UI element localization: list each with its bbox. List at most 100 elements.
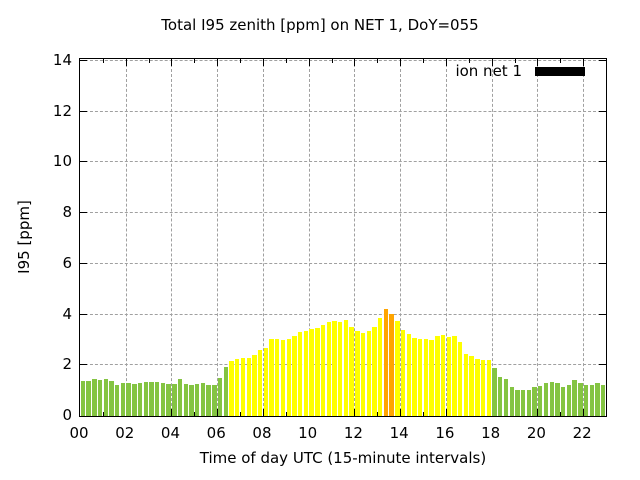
bar-12:15: [360, 332, 366, 416]
bar-19:15: [520, 389, 526, 416]
y-tick-label: 0: [62, 406, 72, 424]
bar-13:15: [383, 309, 389, 416]
bar-00:30: [92, 379, 97, 416]
x-tick-bottom: [354, 409, 356, 416]
x-tick-bottom: [423, 412, 425, 416]
x-axis-label: Time of day UTC (15-minute intervals): [199, 449, 487, 467]
x-tick-bottom: [125, 409, 127, 416]
y-tick-label: 10: [52, 152, 72, 171]
bar-12:30: [366, 330, 371, 416]
y-tick-right: [599, 364, 606, 366]
x-tick-bottom: [285, 412, 287, 416]
x-tick-label: 02: [115, 424, 135, 442]
bar-06:00: [217, 377, 223, 416]
x-tick-bottom: [102, 412, 104, 416]
bar-19:45: [532, 387, 537, 416]
x-tick-top: [583, 59, 585, 66]
x-tick-top: [262, 59, 264, 66]
x-tick-label: 20: [526, 424, 546, 442]
x-tick-top: [285, 59, 287, 63]
gridline-vertical: [445, 59, 447, 416]
bar-15:15: [429, 340, 434, 416]
gridline-horizontal: [80, 212, 606, 214]
gridline-horizontal: [80, 110, 606, 112]
bar-06:45: [235, 358, 240, 416]
x-tick-label: 14: [389, 424, 409, 442]
bar-00:00: [80, 381, 86, 416]
y-tick-right: [599, 59, 606, 61]
x-tick-bottom: [377, 412, 379, 416]
gridline-vertical: [308, 59, 310, 416]
bar-10:15: [315, 327, 320, 416]
bar-20:00: [538, 385, 543, 416]
bar-08:30: [275, 339, 280, 416]
x-tick-top: [537, 59, 539, 66]
x-tick-label: 00: [69, 424, 89, 442]
gridline-vertical: [354, 59, 356, 416]
bar-09:15: [292, 335, 297, 416]
bar-21:15: [566, 384, 572, 416]
x-tick-label: 04: [160, 424, 181, 442]
x-tick-bottom: [262, 409, 264, 416]
x-tick-label: 10: [298, 424, 318, 442]
bar-21:30: [572, 379, 577, 416]
bar-02:30: [137, 383, 143, 416]
bar-16:15: [452, 336, 457, 416]
x-tick-top: [148, 59, 150, 63]
bar-03:30: [160, 382, 166, 416]
bar-04:45: [189, 385, 194, 416]
gridline-vertical: [262, 59, 264, 416]
bar-01:00: [103, 379, 108, 416]
bar-05:15: [200, 382, 206, 416]
bar-17:00: [469, 356, 474, 416]
bar-05:30: [206, 384, 211, 416]
bar-07:45: [257, 350, 263, 416]
x-tick-top: [354, 59, 356, 66]
bar-14:45: [418, 339, 423, 416]
y-tick-left: [80, 262, 87, 264]
bar-07:30: [252, 355, 257, 416]
bar-19:00: [515, 389, 520, 416]
x-tick-top: [125, 59, 127, 66]
bar-11:45: [349, 326, 354, 416]
bar-03:45: [166, 383, 171, 416]
gridline-vertical: [583, 59, 585, 416]
bar-07:15: [246, 357, 251, 416]
x-tick-bottom: [308, 409, 310, 416]
bar-03:00: [149, 381, 154, 416]
bar-16:30: [458, 341, 463, 416]
gridline-horizontal: [80, 59, 606, 61]
bar-15:00: [423, 339, 429, 416]
legend-swatch: [535, 66, 585, 76]
x-tick-bottom: [400, 409, 402, 416]
bar-20:15: [543, 383, 549, 416]
gridline-vertical: [217, 59, 219, 416]
x-tick-bottom: [560, 412, 562, 416]
bar-10:00: [309, 329, 314, 416]
gridline-horizontal: [80, 364, 606, 366]
bar-22:45: [600, 384, 606, 416]
bar-17:15: [475, 358, 480, 416]
bar-08:15: [269, 339, 274, 416]
y-tick-right: [599, 212, 606, 214]
gridline-horizontal: [80, 313, 606, 315]
bar-00:15: [86, 380, 91, 416]
x-tick-top: [423, 59, 425, 63]
x-tick-top: [171, 59, 173, 66]
bar-10:30: [320, 324, 326, 416]
gridline-vertical: [171, 59, 173, 416]
bar-02:45: [143, 382, 148, 416]
bar-01:15: [109, 381, 114, 416]
y-tick-right: [599, 161, 606, 163]
bar-20:30: [549, 382, 554, 416]
bar-11:30: [343, 320, 349, 416]
x-tick-bottom: [217, 409, 219, 416]
bar-06:15: [223, 367, 229, 416]
plot-area: ion net 1: [79, 58, 607, 417]
y-tick-left: [80, 364, 87, 366]
bar-01:45: [120, 382, 126, 416]
y-tick-left: [80, 161, 87, 163]
x-tick-bottom: [148, 412, 150, 416]
bar-15:45: [440, 335, 446, 416]
